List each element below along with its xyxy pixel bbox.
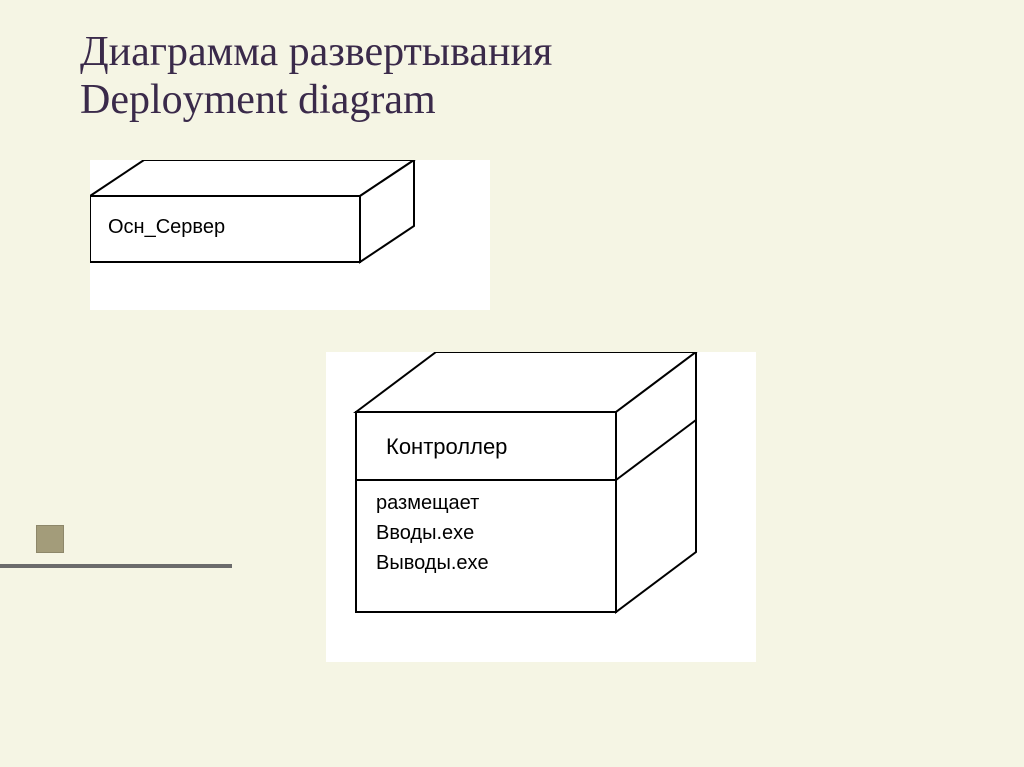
uml-node-controller-comp-line-0: размещает <box>376 492 479 515</box>
title-line-1: Диаграмма развертывания <box>80 28 552 76</box>
uml-node-controller-comp-line-1: Вводы.exe <box>376 522 474 545</box>
underline-bar <box>0 564 232 568</box>
title-line-2: Deployment diagram <box>80 76 552 124</box>
bullet-square-icon <box>36 525 64 553</box>
uml-node-controller-comp-line-2: Выводы.exe <box>376 552 489 575</box>
uml-node-server: Осн_Сервер <box>90 160 490 310</box>
uml-node-server-label: Осн_Сервер <box>108 216 225 239</box>
uml-node-controller-label: Контроллер <box>386 434 507 460</box>
uml-node-controller: Контроллер размещает Вводы.exe Выводы.ex… <box>326 352 756 662</box>
slide-title: Диаграмма развертывания Deployment diagr… <box>80 28 552 125</box>
